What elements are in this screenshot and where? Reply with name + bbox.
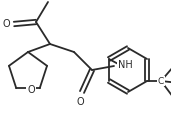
Text: NH: NH	[118, 60, 133, 70]
Text: O: O	[76, 97, 84, 107]
Text: O: O	[2, 19, 10, 29]
Text: O: O	[27, 85, 35, 95]
Text: C: C	[158, 77, 164, 85]
